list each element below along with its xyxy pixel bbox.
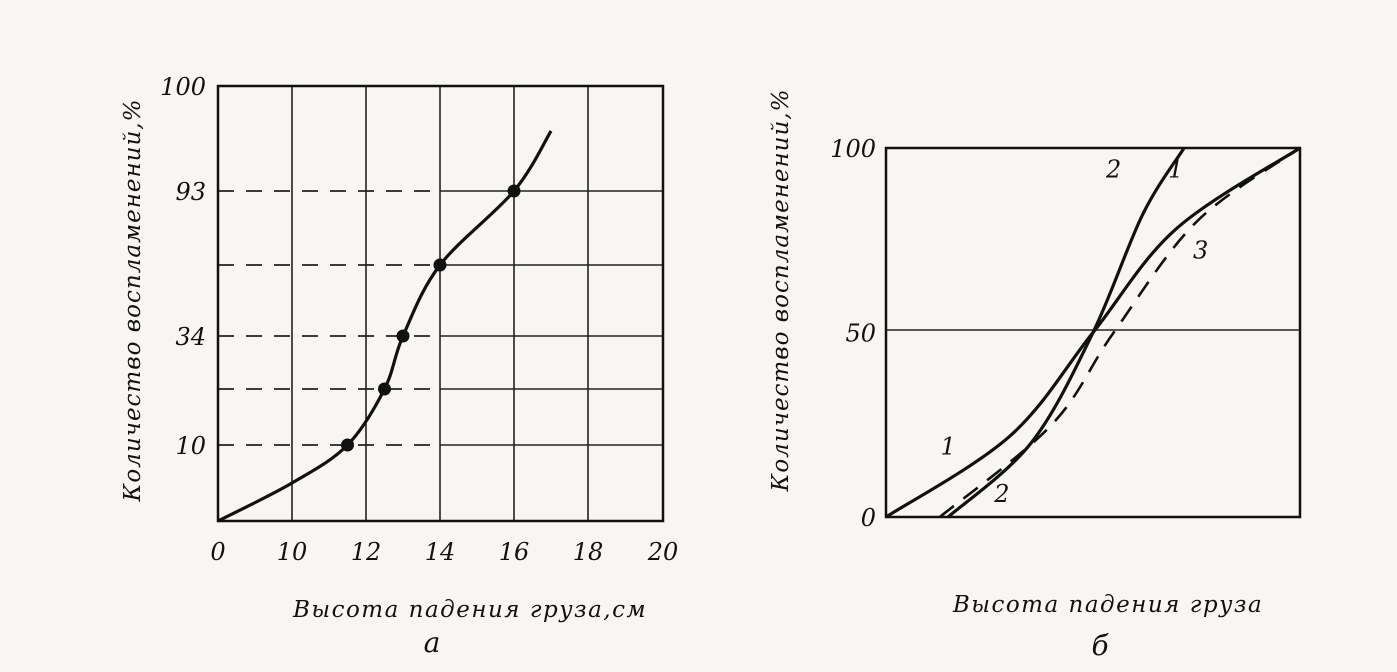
panel-b-y-axis-label: Количество воспламенений,% (768, 89, 794, 493)
panel-a-y-tick-label: 10 (175, 432, 206, 460)
panel-a-x-axis-label: Высота падения груза,см (292, 597, 647, 623)
panel-a-data-point (433, 258, 447, 272)
panel-b-curve-label-2: 2 (1105, 156, 1121, 184)
panel-a-y-tick-label: 93 (175, 178, 206, 206)
panel-a-x-tick-label: 14 (425, 538, 456, 566)
panel-b-y-tick-label: 100 (830, 135, 876, 163)
panel-a-curve (217, 130, 553, 523)
panel-a-data-point (396, 329, 410, 343)
panel-b-label: б (1091, 629, 1109, 662)
panel-b-curve-label-1: 1 (1168, 156, 1183, 184)
panel-a-data-point (507, 184, 521, 198)
panel-b-curve-3-dashed (938, 146, 1301, 519)
panel-a-data-point (378, 382, 391, 396)
panel-b-curve-2 (947, 147, 1186, 519)
panel-a-x-tick-label: 10 (277, 538, 308, 566)
panel-a-label: а (424, 626, 441, 659)
panel-b-curve-label-1: 1 (940, 432, 955, 460)
panel-a-x-tick-label: 12 (351, 538, 382, 566)
panel-a-y-tick-label: 100 (160, 73, 206, 101)
panel-a-frame (216, 84, 665, 523)
panel-a-data-point (341, 438, 354, 452)
panel-b-curve-label-2: 2 (993, 480, 1009, 508)
panel-b-x-axis-label: Высота падения груза (952, 592, 1263, 618)
panel-a: 0 10 12 14 16 18 20 10 34 93 100 Количество воспл… (120, 73, 678, 659)
panel-a-y-tick-label: 34 (175, 323, 206, 351)
panel-a-x-tick-label: 16 (499, 538, 530, 566)
panel-a-x-tick-label: 0 (210, 538, 225, 566)
panel-a-x-tick-label: 18 (573, 538, 604, 566)
panel-a-x-tick-label: 20 (647, 538, 679, 566)
panel-b-frame (884, 146, 1302, 519)
panel-b-y-tick-label: 0 (861, 504, 876, 532)
panel-a-y-axis-label: Количество воспламенений,% (120, 99, 146, 503)
panel-b-y-tick-label: 50 (845, 320, 876, 348)
panel-b-curve-label-3: 3 (1193, 237, 1208, 265)
